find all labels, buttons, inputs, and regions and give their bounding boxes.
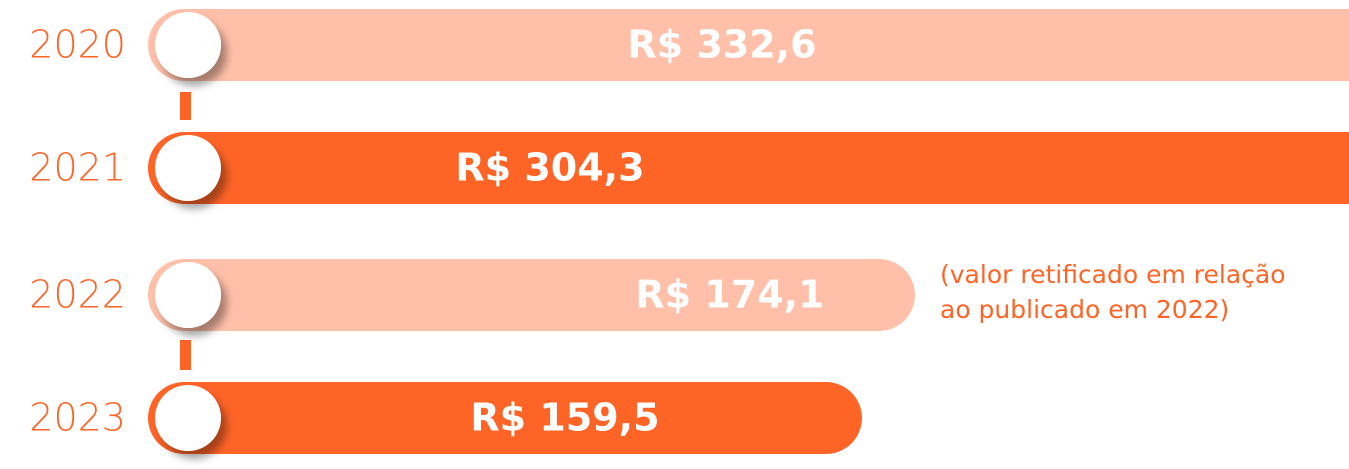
- marker-circle: [155, 135, 221, 201]
- year-label: 2021: [29, 146, 126, 190]
- year-label: 2023: [29, 396, 126, 440]
- year-label: 2020: [29, 23, 126, 67]
- bar: [148, 382, 862, 454]
- bar: [148, 259, 915, 331]
- marker-circle: [155, 385, 221, 451]
- connector: [180, 340, 191, 370]
- bar: [148, 9, 1349, 81]
- annotation: (valor retificado em relação: [940, 260, 1286, 289]
- marker-circle: [155, 12, 221, 78]
- value-label: R$ 332,6: [627, 23, 816, 67]
- annotation: ao publicado em 2022): [940, 295, 1229, 324]
- year-label: 2022: [29, 273, 126, 317]
- marker-circle: [155, 262, 221, 328]
- connector: [180, 92, 191, 120]
- bar: [148, 132, 1349, 204]
- value-label: R$ 174,1: [635, 273, 824, 317]
- value-label: R$ 304,3: [455, 146, 644, 190]
- value-label: R$ 159,5: [470, 396, 659, 440]
